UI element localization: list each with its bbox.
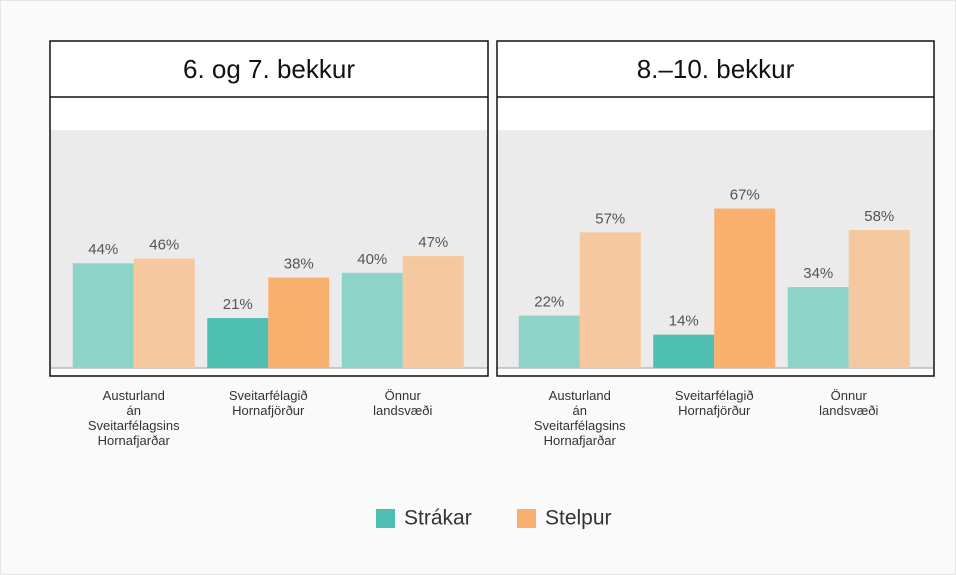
- x-tick-label: Sveitarfélagið Hornafjörður: [229, 388, 308, 418]
- panel-title: 8.–10. bekkur: [637, 54, 795, 84]
- bar: [72, 263, 134, 368]
- x-tick-label: Önnur landsvæði: [373, 388, 432, 418]
- bar: [714, 208, 776, 368]
- value-label: 44%: [88, 241, 118, 258]
- value-label: 46%: [149, 236, 179, 253]
- panel-frame: [496, 40, 935, 377]
- bar: [518, 315, 580, 368]
- x-tick-label: Austurland án Sveitarfélagsins Hornafjarðar: [534, 388, 626, 448]
- value-label: 47%: [418, 234, 448, 251]
- x-tick-label: Önnur landsvæði: [819, 388, 878, 418]
- value-label: 58%: [864, 208, 894, 225]
- value-label: 14%: [669, 313, 699, 330]
- value-label: 22%: [534, 294, 564, 311]
- value-label: 38%: [284, 256, 314, 273]
- value-label: 67%: [730, 187, 760, 204]
- bar: [268, 277, 330, 368]
- panel-title: 6. og 7. bekkur: [183, 54, 355, 84]
- value-label: 57%: [595, 210, 625, 227]
- bar: [848, 229, 910, 368]
- bar: [653, 334, 715, 368]
- value-label: 40%: [357, 251, 387, 268]
- x-tick-label: Austurland án Sveitarfélagsins Hornafjarðar: [88, 388, 180, 448]
- bar: [402, 256, 464, 368]
- bar: [133, 258, 195, 368]
- legend-swatch: [517, 509, 536, 528]
- legend-label: Stelpur: [545, 507, 612, 530]
- value-label: 21%: [223, 296, 253, 313]
- bar: [579, 232, 641, 368]
- bar: [207, 318, 269, 368]
- bar: [787, 287, 849, 368]
- x-tick-label: Sveitarfélagið Hornafjörður: [675, 388, 754, 418]
- legend-swatch: [376, 509, 395, 528]
- bar: [341, 272, 403, 368]
- legend-label: Strákar: [404, 507, 472, 530]
- value-label: 34%: [803, 265, 833, 282]
- panel-frame: [49, 40, 489, 377]
